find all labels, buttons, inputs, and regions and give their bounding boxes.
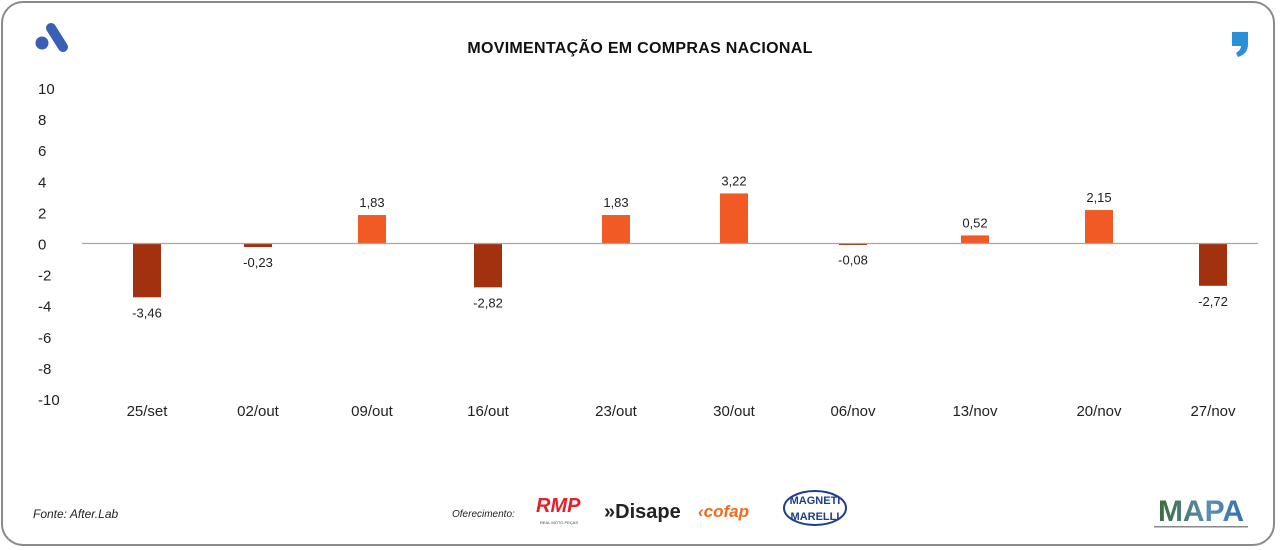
bar — [358, 215, 386, 244]
bar-chart: 10 8 6 4 2 0 -2 -4 -6 -8 -10 -3,46 25/set -0,23 02/out… — [38, 81, 1258, 420]
bar — [1199, 243, 1227, 286]
rmp-logo: RMP REAL MOTO PEÇAS — [536, 495, 581, 525]
source-text: Fonte: After.Lab — [33, 507, 119, 521]
bar — [602, 215, 630, 244]
x-tick-label: 06/nov — [830, 403, 876, 420]
data-label: -2,82 — [473, 295, 503, 310]
comma-logo-icon — [1232, 32, 1248, 57]
y-tick-label: -6 — [38, 330, 51, 347]
bar — [720, 193, 748, 244]
bar — [1085, 210, 1113, 244]
x-tick-label: 30/out — [713, 403, 756, 420]
chart-title: MOVIMENTAÇÃO EM COMPRAS NACIONAL — [467, 40, 813, 57]
svg-text:MARELLI: MARELLI — [791, 511, 840, 523]
magneti-marelli-logo: MAGNETI MARELLI — [783, 490, 847, 526]
data-label: -0,08 — [838, 253, 868, 268]
bar — [133, 243, 161, 298]
y-tick-label: -2 — [38, 268, 51, 285]
x-tick-label: 13/nov — [952, 403, 998, 420]
bar — [474, 243, 502, 288]
data-label: 2,15 — [1086, 190, 1111, 205]
data-label: -0,23 — [243, 255, 273, 270]
mapa-logo: MAPA — [1154, 495, 1248, 528]
y-tick-label: -4 — [38, 299, 51, 316]
cofap-logo: ‹cofap — [698, 502, 749, 521]
x-tick-label: 23/out — [595, 403, 638, 420]
offer-label: Oferecimento: — [452, 509, 515, 520]
x-tick-label: 16/out — [467, 403, 510, 420]
svg-text:RMP: RMP — [536, 495, 581, 517]
svg-text:»Disape: »Disape — [604, 501, 681, 523]
y-tick-label: 0 — [38, 237, 46, 254]
y-tick-label: 4 — [38, 174, 46, 191]
x-tick-label: 25/set — [127, 403, 169, 420]
afterlab-logo-icon — [35, 23, 68, 52]
data-label: 1,83 — [603, 195, 628, 210]
x-tick-label: 09/out — [351, 403, 394, 420]
svg-text:‹cofap: ‹cofap — [698, 502, 749, 521]
x-tick-label: 20/nov — [1076, 403, 1122, 420]
y-tick-label: 6 — [38, 143, 46, 160]
bar — [961, 235, 989, 244]
y-tick-label: -8 — [38, 361, 51, 378]
disape-logo: »Disape — [604, 501, 681, 523]
data-label: 3,22 — [721, 173, 746, 188]
y-tick-label: 2 — [38, 205, 46, 222]
bar — [839, 243, 867, 245]
x-tick-label: 27/nov — [1190, 403, 1236, 420]
y-tick-label: -10 — [38, 392, 60, 409]
y-tick-label: 10 — [38, 81, 55, 98]
y-tick-label: 8 — [38, 112, 46, 129]
svg-text:MAGNETI: MAGNETI — [790, 495, 841, 507]
bar — [244, 243, 272, 248]
data-label: -2,72 — [1198, 294, 1228, 309]
data-label: 1,83 — [359, 195, 384, 210]
data-label: -3,46 — [132, 305, 162, 320]
x-tick-label: 02/out — [237, 403, 280, 420]
svg-text:REAL MOTO PEÇAS: REAL MOTO PEÇAS — [540, 520, 578, 525]
data-label: 0,52 — [962, 215, 987, 230]
svg-text:MAPA: MAPA — [1158, 495, 1244, 528]
